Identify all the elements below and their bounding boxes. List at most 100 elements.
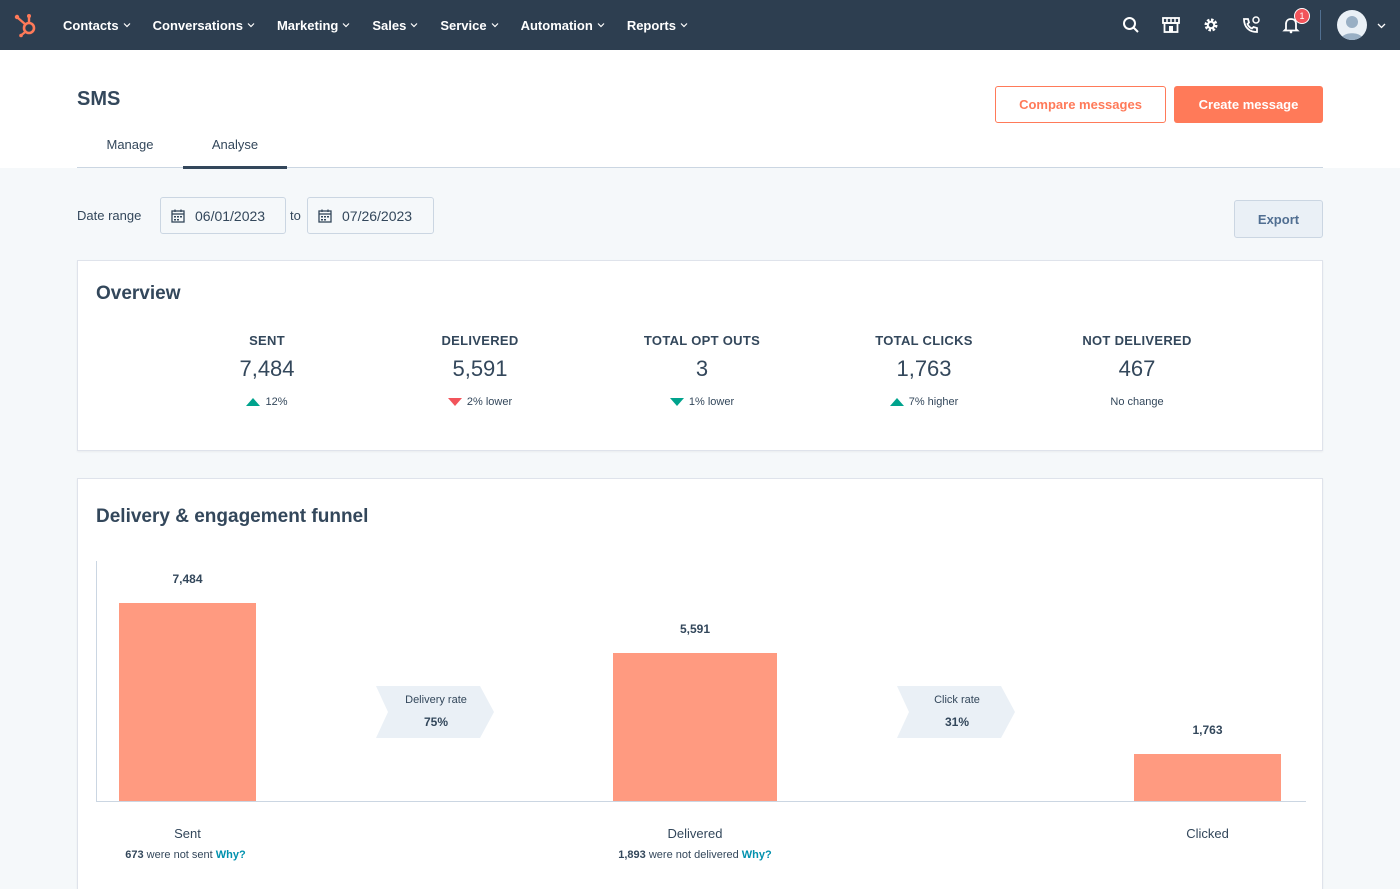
bell-icon[interactable]: 1 — [1280, 8, 1310, 36]
category-label-clicked: Clicked — [1186, 826, 1229, 841]
stat-change-text: 7% higher — [908, 396, 959, 408]
arrow-shape-icon — [376, 686, 494, 738]
chevron-down-icon — [342, 23, 350, 28]
nav-sales[interactable]: Sales — [372, 18, 418, 33]
nav-marketing[interactable]: Marketing — [277, 18, 350, 33]
bar-value-label: 7,484 — [172, 572, 203, 586]
tab-manage[interactable]: Manage — [106, 137, 154, 152]
notification-badge: 1 — [1294, 8, 1310, 24]
page-title: SMS — [77, 88, 121, 110]
avatar[interactable] — [1337, 10, 1367, 40]
chevron-down-icon — [123, 23, 131, 28]
nav-automation[interactable]: Automation — [521, 18, 605, 33]
compare-messages-button[interactable]: Compare messages — [995, 86, 1166, 123]
nav-reports[interactable]: Reports — [627, 18, 688, 33]
hubspot-logo-icon[interactable] — [13, 12, 39, 38]
page-header: SMS Compare messages Create message Mana… — [0, 50, 1400, 169]
click-rate-arrow: Click rate 31% — [897, 686, 1015, 738]
bar-value-label: 5,591 — [679, 622, 711, 636]
stat-change: 12% — [157, 396, 377, 408]
trend-down-icon — [447, 398, 462, 406]
overview-card: Overview SENT 7,484 12% DELIVERED 5,591 … — [77, 260, 1323, 451]
stat-change-text: 12% — [265, 396, 288, 408]
nav-contacts[interactable]: Contacts — [63, 18, 131, 33]
rate-label: Delivery rate — [405, 694, 467, 706]
note-count: 673 — [125, 849, 144, 861]
calling-icon[interactable] — [1240, 14, 1262, 36]
funnel-bar-clicked[interactable] — [1134, 754, 1281, 801]
stat-label: TOTAL CLICKS — [875, 333, 973, 348]
stat-sent: SENT 7,484 12% — [157, 333, 377, 408]
stat-change: 1% lower — [592, 396, 812, 408]
funnel-bar-sent[interactable] — [119, 603, 256, 801]
stat-total-opt-outs: TOTAL OPT OUTS 3 1% lower — [592, 333, 812, 408]
date-range-label: Date range — [77, 208, 142, 223]
tab-analyse[interactable]: Analyse — [183, 137, 287, 169]
nav-conversations[interactable]: Conversations — [153, 18, 255, 33]
stat-value: 7,484 — [239, 356, 295, 381]
trend-up-icon — [246, 398, 261, 406]
nav-label: Contacts — [63, 17, 119, 33]
start-date-value: 06/01/2023 — [195, 207, 266, 224]
stat-label: TOTAL OPT OUTS — [643, 333, 761, 348]
stat-label: SENT — [249, 333, 285, 348]
stat-value: 1,763 — [896, 356, 952, 381]
top-navigation: Contacts Conversations Marketing Sales S… — [0, 0, 1400, 50]
to-label: to — [290, 208, 301, 223]
main-menu: Contacts Conversations Marketing Sales S… — [63, 0, 710, 50]
search-icon[interactable] — [1120, 14, 1142, 36]
stat-change-text: No change — [1110, 396, 1164, 408]
trend-down-icon — [669, 398, 684, 406]
category-label-delivered: Delivered — [667, 826, 723, 841]
chevron-down-icon — [597, 23, 605, 28]
stat-value: 467 — [1118, 356, 1156, 381]
marketplace-icon[interactable] — [1160, 14, 1182, 36]
stat-label: NOT DELIVERED — [1082, 333, 1192, 348]
nav-label: Reports — [626, 17, 676, 33]
category-label-sent: Sent — [174, 826, 201, 841]
why-link[interactable]: Why? — [215, 849, 246, 861]
chevron-down-icon[interactable] — [1377, 21, 1386, 30]
stat-label: DELIVERED — [441, 333, 519, 348]
stat-change-text: 2% lower — [466, 396, 513, 408]
chevron-down-icon — [410, 23, 418, 28]
nav-divider — [1320, 10, 1321, 40]
overview-title: Overview — [96, 283, 181, 304]
gear-icon[interactable] — [1200, 14, 1222, 36]
chart-y-axis — [96, 561, 97, 801]
nav-label: Sales — [372, 17, 407, 33]
not-delivered-note: 1,893 were not delivered Why? — [590, 849, 800, 861]
funnel-bar-delivered[interactable] — [613, 653, 777, 801]
stat-change: 2% lower — [370, 396, 590, 408]
trend-up-icon — [889, 398, 904, 406]
funnel-title: Delivery & engagement funnel — [96, 506, 369, 527]
user-avatar-icon — [1341, 16, 1363, 40]
rate-value: 75% — [423, 715, 449, 729]
end-date-input[interactable]: 07/26/2023 — [307, 197, 434, 234]
stat-not-delivered: NOT DELIVERED 467 No change — [1027, 333, 1247, 408]
bar-value-label: 1,763 — [1192, 723, 1223, 737]
chevron-down-icon — [680, 23, 688, 28]
funnel-card: Delivery & engagement funnel 7,484 5,591 1… — [77, 478, 1323, 889]
note-text: were not sent — [146, 849, 213, 861]
nav-label: Conversations — [152, 17, 243, 33]
start-date-input[interactable]: 06/01/2023 — [160, 197, 286, 234]
calendar-icon — [171, 209, 185, 223]
delivery-rate-arrow: Delivery rate 75% — [376, 686, 494, 738]
why-link[interactable]: Why? — [741, 849, 772, 861]
create-message-button[interactable]: Create message — [1174, 86, 1323, 123]
chart-x-axis — [96, 801, 1306, 802]
nav-label: Marketing — [276, 17, 339, 33]
rate-label: Click rate — [934, 694, 980, 706]
stat-value: 5,591 — [452, 356, 508, 381]
rate-value: 31% — [944, 715, 970, 729]
nav-label: Service — [440, 17, 487, 33]
nav-label: Automation — [520, 17, 593, 33]
nav-service[interactable]: Service — [440, 17, 499, 33]
stat-change: 7% higher — [814, 396, 1034, 408]
not-sent-note: 673 were not sent Why? — [98, 849, 273, 861]
stat-change-text: 1% lower — [688, 396, 735, 408]
export-button[interactable]: Export — [1234, 200, 1323, 238]
stat-value: 3 — [695, 356, 709, 381]
stat-delivered: DELIVERED 5,591 2% lower — [370, 333, 590, 408]
